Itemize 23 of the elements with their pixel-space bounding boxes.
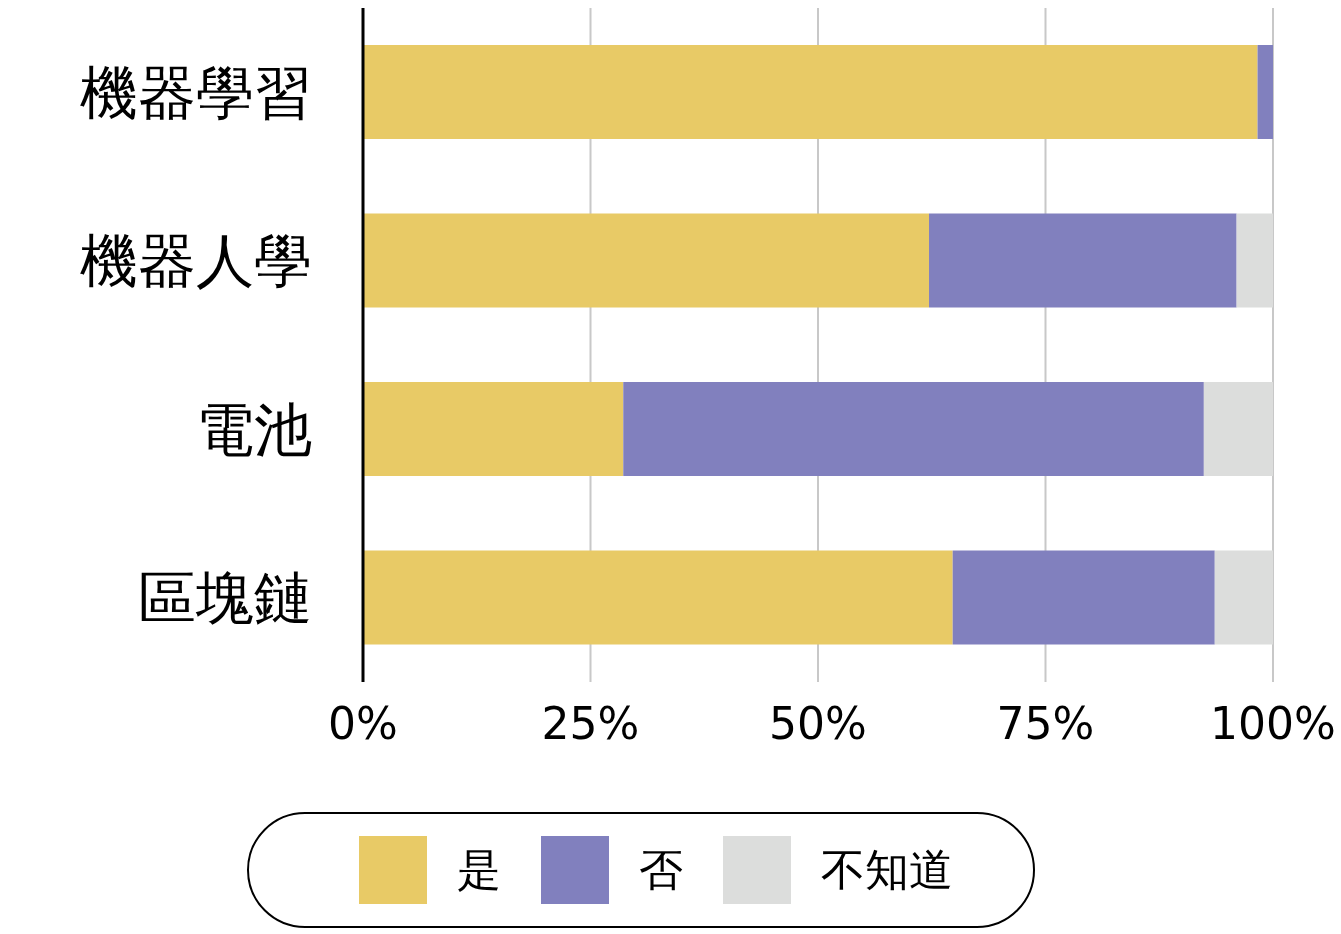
x-tick-label: 75% xyxy=(996,698,1095,750)
bar xyxy=(623,382,1204,477)
x-tick-label: 25% xyxy=(541,698,640,750)
y-tick-label: 機器人學 xyxy=(80,227,312,296)
bar xyxy=(1236,213,1273,308)
legend-label: 不知道 xyxy=(820,842,953,897)
y-tick-label: 機器學習 xyxy=(80,58,312,127)
x-tick-label: 50% xyxy=(769,698,867,750)
y-tick-label: 電池 xyxy=(196,395,312,464)
x-tick-label: 0% xyxy=(328,698,398,750)
bar xyxy=(929,213,1237,308)
bar xyxy=(1214,550,1273,645)
bar xyxy=(363,45,1258,140)
bar xyxy=(952,550,1215,645)
bar xyxy=(363,382,624,477)
x-tick-label: 100% xyxy=(1210,698,1336,750)
bar xyxy=(1203,382,1273,477)
bar xyxy=(363,550,953,645)
y-tick-label: 區塊鏈 xyxy=(138,564,312,633)
bar xyxy=(363,213,930,308)
legend-label: 是 xyxy=(456,842,501,897)
legend-label: 否 xyxy=(638,842,683,897)
bar xyxy=(1257,45,1273,140)
